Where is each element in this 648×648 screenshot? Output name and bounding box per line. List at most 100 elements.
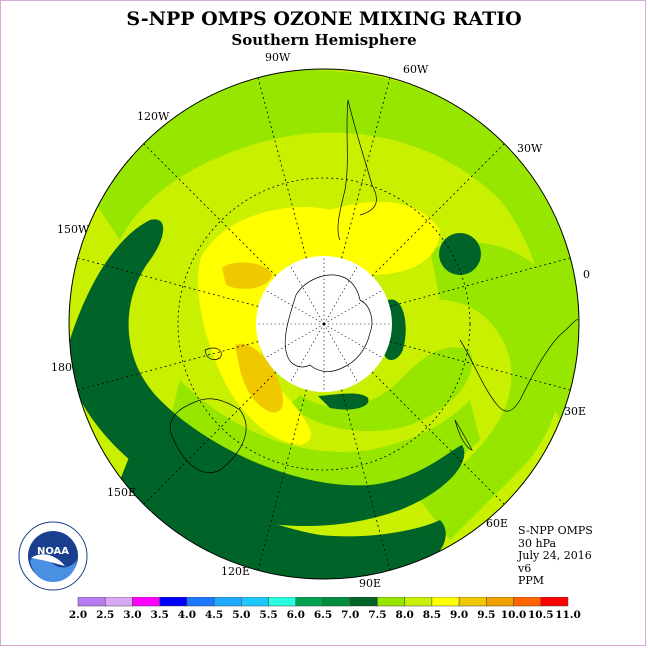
meridian-line bbox=[143, 143, 277, 277]
colorbar-swatch bbox=[186, 597, 215, 607]
lon-label-60w: 60W bbox=[403, 63, 429, 76]
meridian-line bbox=[143, 371, 277, 505]
meridian-line bbox=[341, 77, 391, 259]
noaa-logo: NOAA bbox=[18, 521, 88, 591]
lon-label-150e: 150E bbox=[107, 486, 137, 499]
lon-label-150w: 150W bbox=[57, 223, 90, 236]
instrument-label: S-NPP OMPS bbox=[518, 524, 593, 537]
colorbar-tick-label: 6.5 bbox=[314, 609, 332, 621]
colorbar-swatch bbox=[159, 597, 188, 607]
colorbar-swatch bbox=[241, 597, 269, 607]
orange-region bbox=[222, 262, 272, 289]
info-block: S-NPP OMPS 30 hPa July 24, 2016 v6 PPM bbox=[518, 524, 593, 588]
meridian-line bbox=[77, 257, 259, 307]
colorbar-swatch bbox=[377, 597, 405, 607]
ozone-field bbox=[69, 69, 579, 579]
colorbar-swatch bbox=[322, 597, 351, 607]
colorbar-tick-label: 3.0 bbox=[123, 609, 141, 621]
lon-label-180: 180 bbox=[51, 361, 72, 374]
antarctica-coastline bbox=[284, 274, 373, 372]
colorbar-tick-label: 10.0 bbox=[501, 609, 527, 621]
map-boundary bbox=[68, 68, 580, 580]
polar-meridian-line bbox=[289, 264, 325, 325]
south-pole-dot bbox=[322, 322, 326, 326]
logo-text: NOAA bbox=[37, 546, 69, 557]
meridian-line bbox=[257, 389, 307, 571]
colorbar-tick-label: 4.0 bbox=[178, 609, 196, 621]
map-subtitle: Southern Hemisphere bbox=[231, 31, 417, 49]
meridian-line bbox=[389, 341, 571, 391]
colorbar-tick-label: 3.5 bbox=[151, 609, 169, 621]
lon-label-120w: 120W bbox=[137, 110, 170, 123]
colorbar-tick-label: 7.5 bbox=[368, 609, 386, 621]
dark-green-region bbox=[318, 393, 369, 410]
colorbar-swatch bbox=[132, 597, 160, 607]
polar-meridians bbox=[256, 256, 392, 392]
units-label: PPM bbox=[518, 574, 545, 588]
map-title: S-NPP OMPS OZONE MIXING RATIO bbox=[126, 8, 522, 30]
colorbar-tick-label: 6.0 bbox=[287, 609, 305, 621]
colorbar-swatch bbox=[540, 597, 569, 607]
colorbar-tick-label: 5.0 bbox=[232, 609, 250, 621]
colorbar-tick-label: 10.5 bbox=[528, 609, 554, 621]
colorbar-tick-label: 8.5 bbox=[423, 609, 441, 621]
dark-green-region bbox=[69, 219, 465, 526]
meridian-line bbox=[371, 371, 505, 505]
polar-meridian-line bbox=[323, 323, 359, 384]
polar-meridian-line bbox=[264, 323, 325, 359]
meridian-gridlines bbox=[77, 77, 571, 571]
green-region bbox=[80, 69, 579, 420]
meridian-line bbox=[77, 341, 259, 391]
lon-label-90w: 90W bbox=[265, 51, 291, 64]
meridian-line bbox=[371, 143, 505, 277]
meridian-line bbox=[341, 389, 391, 571]
colorbar-ticks: 2.0 2.5 3.0 3.5 4.0 4.5 5.0 5.5 6.0 6.5 7.0 7.5 8.0 8… bbox=[69, 609, 581, 621]
meridian-line bbox=[257, 77, 307, 259]
madagascar-coastline bbox=[454, 419, 473, 451]
colorbar-swatch bbox=[513, 597, 542, 607]
colorbar-swatch bbox=[268, 597, 297, 607]
dark-green-region bbox=[439, 233, 481, 275]
colorbar-swatch bbox=[77, 597, 106, 607]
colorbar-tick-label: 9.5 bbox=[477, 609, 495, 621]
colorbar-swatch bbox=[104, 597, 133, 607]
colorbar-tick-label: 11.0 bbox=[555, 609, 581, 621]
lon-label-120e: 120E bbox=[221, 565, 251, 578]
pressure-level: 30 hPa bbox=[518, 536, 557, 550]
green-region bbox=[290, 347, 472, 432]
colorbar-tick-label: 7.0 bbox=[341, 609, 359, 621]
colorbar-tick-label: 5.5 bbox=[259, 609, 277, 621]
colorbar-swatch bbox=[404, 597, 433, 607]
polar-meridian-line bbox=[323, 323, 384, 359]
version-label: v6 bbox=[518, 561, 532, 575]
colorbar-tick-label: 2.0 bbox=[69, 609, 87, 621]
colorbar-swatch bbox=[486, 597, 514, 607]
colorbar: 2.0 2.5 3.0 3.5 4.0 4.5 5.0 5.5 6.0 6.5 7.0 7.5 8.0 8… bbox=[69, 597, 581, 621]
africa-coastline bbox=[459, 319, 579, 412]
green-region bbox=[420, 242, 566, 540]
meridian-line bbox=[389, 257, 571, 307]
colorbar-swatch bbox=[458, 597, 487, 607]
polar-meridian-line bbox=[289, 323, 325, 384]
south-america-coastline bbox=[337, 99, 377, 241]
lon-label-0: 0 bbox=[583, 268, 590, 281]
coastlines bbox=[169, 99, 579, 473]
colorbar-tick-label: 8.0 bbox=[396, 609, 414, 621]
australia-coastline bbox=[169, 398, 247, 473]
lon-label-60e: 60E bbox=[486, 517, 509, 530]
polar-meridian-line bbox=[264, 289, 325, 325]
colorbar-swatch bbox=[349, 597, 378, 607]
colorbar-swatch bbox=[213, 597, 242, 607]
polar-meridian-line bbox=[323, 289, 384, 325]
latitude-circle bbox=[177, 177, 471, 471]
colorbar-swatches bbox=[77, 597, 569, 607]
colorbar-tick-label: 2.5 bbox=[96, 609, 114, 621]
colorbar-swatch bbox=[431, 597, 460, 607]
orange-region bbox=[235, 343, 283, 413]
colorbar-tick-label: 4.5 bbox=[205, 609, 223, 621]
colorbar-tick-label: 9.0 bbox=[450, 609, 468, 621]
lon-label-30e: 30E bbox=[564, 405, 587, 418]
new-zealand-coastline bbox=[204, 347, 222, 360]
